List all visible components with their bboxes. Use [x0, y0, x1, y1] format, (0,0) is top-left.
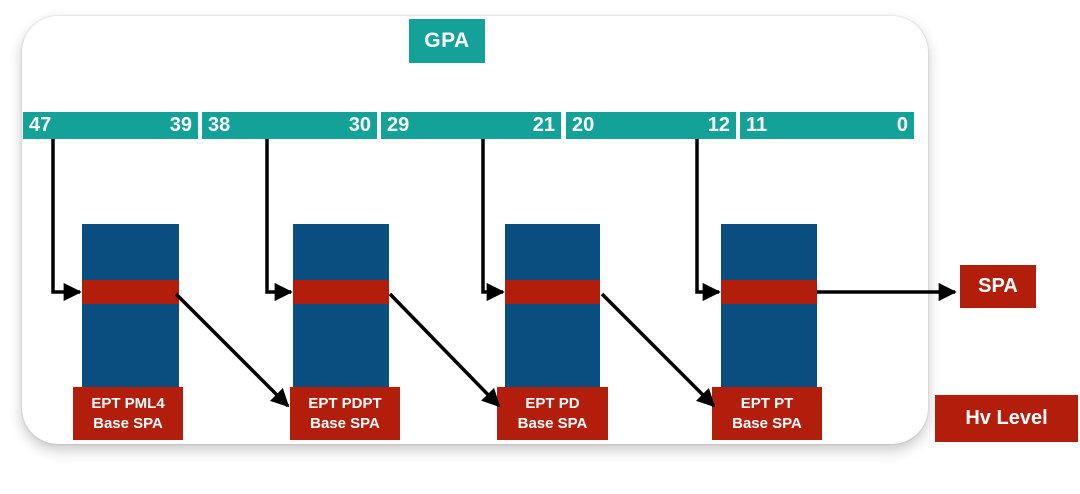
label-line: EPT PD	[525, 394, 580, 412]
bit-high-label: 11	[746, 114, 768, 136]
ept-pt-base-spa-label: EPT PT Base SPA	[712, 387, 822, 440]
bit-high-label: 20	[572, 114, 595, 136]
ept-pd-entry	[505, 280, 600, 304]
bit-segment-29-21: 29 21	[381, 112, 561, 139]
bit-low-label: 12	[707, 114, 730, 136]
label-line: EPT PT	[740, 394, 794, 412]
ept-pdpt-table	[293, 224, 389, 387]
bit-segment-38-30: 38 30	[202, 112, 377, 139]
hv-level-badge: Hv Level	[935, 395, 1078, 442]
gpa-bit-field-bar: 47 39 38 30 29 21 20 12 11 0	[0, 112, 1080, 139]
ept-pml4-base-spa-label: EPT PML4 Base SPA	[73, 387, 183, 440]
spa-badge: SPA	[960, 265, 1036, 308]
bit-segment-11-0: 11 0	[740, 112, 914, 139]
bit-low-label: 21	[532, 114, 555, 136]
label-line: Base SPA	[517, 414, 588, 432]
bit-low-label: 0	[896, 114, 908, 136]
label-line: Base SPA	[310, 414, 380, 432]
bit-low-label: 39	[169, 114, 192, 136]
ept-pml4-entry	[82, 280, 179, 304]
ept-pt-entry	[721, 280, 817, 304]
bit-low-label: 30	[348, 114, 371, 136]
label-line: Base SPA	[93, 414, 163, 432]
label-line: EPT PML4	[91, 394, 165, 412]
bit-high-label: 47	[29, 114, 52, 136]
bit-segment-47-39: 47 39	[23, 112, 198, 139]
gpa-badge: GPA	[409, 19, 485, 63]
bit-high-label: 29	[387, 114, 410, 136]
bit-segment-20-12: 20 12	[566, 112, 736, 139]
ept-pt-table	[721, 224, 817, 387]
label-line: EPT PDPT	[308, 394, 382, 412]
bit-high-label: 38	[208, 114, 231, 136]
ept-pml4-table	[82, 224, 179, 387]
ept-pd-base-spa-label: EPT PD Base SPA	[497, 387, 608, 440]
ept-pdpt-entry	[293, 280, 389, 304]
ept-pd-table	[505, 224, 600, 387]
ept-pdpt-base-spa-label: EPT PDPT Base SPA	[290, 387, 400, 440]
label-line: Base SPA	[732, 414, 802, 432]
